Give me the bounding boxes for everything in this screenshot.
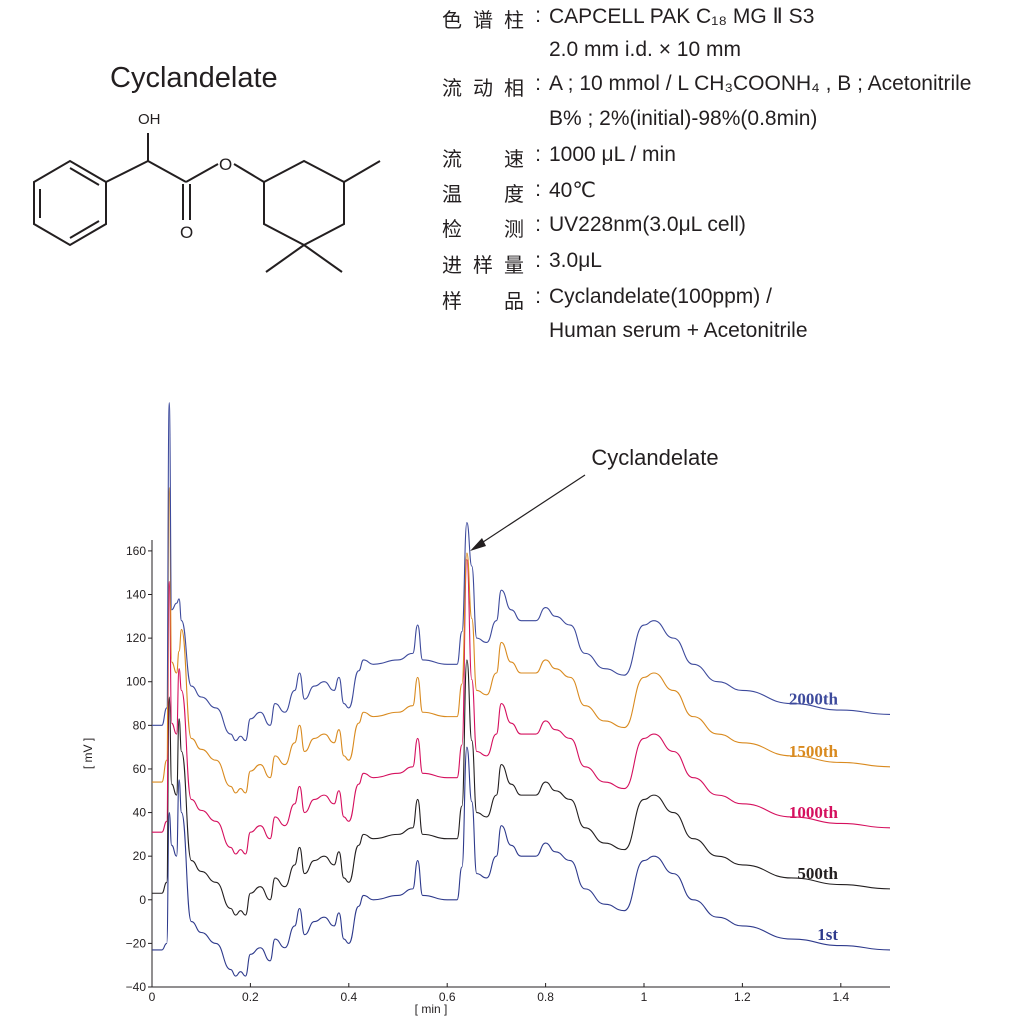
benzene-double-bond: [69, 220, 100, 239]
y-tick-label: 20: [133, 849, 147, 863]
y-tick-label: 40: [133, 806, 147, 820]
x-tick-label: 0.8: [537, 990, 554, 1004]
annotation-arrow: [476, 474, 586, 547]
bond-ester: [233, 163, 265, 183]
cyclandelate-structure: OH O O: [33, 111, 381, 273]
condition-label: 流速: [442, 147, 524, 171]
colon: :: [535, 143, 541, 166]
traces: [151, 402, 891, 977]
benzene-ring: [33, 159, 107, 247]
condition-label: 检测: [442, 217, 524, 241]
condition-value: 1000 μL / min: [549, 143, 676, 166]
colon: :: [535, 249, 541, 272]
axes: −40 −20 0 20 40 60 80 100 120 140 160 0 0.2 0.4 0.6 0.8…: [81, 540, 890, 1016]
y-tick-label: 100: [126, 675, 146, 689]
condition-label: 样品: [442, 289, 524, 313]
condition-value: Cyclandelate(100ppm) /: [549, 285, 772, 308]
compound-name: Cyclandelate: [110, 62, 278, 94]
condition-label: 温度: [442, 182, 524, 206]
methyl-bond: [343, 160, 381, 183]
colon: :: [535, 285, 541, 308]
series-label-500th: 500th: [797, 864, 838, 883]
methyl-bond: [265, 244, 305, 273]
y-tick-label: −40: [126, 980, 147, 994]
benzene-double-bond: [69, 167, 100, 186]
colon: :: [535, 213, 541, 236]
condition-value: A ; 10 mmol / L CH₃COONH₄ , B ; Acetonit…: [549, 72, 972, 95]
condition-value: 2.0 mm i.d. × 10 mm: [549, 38, 741, 61]
chromatogram-chart: −40 −20 0 20 40 60 80 100 120 140 160 0 0.2 0.4 0.6 0.8…: [81, 402, 891, 1016]
y-tick-label: 160: [126, 544, 146, 558]
condition-value: 40℃: [549, 179, 596, 202]
bond: [105, 160, 149, 183]
colon: :: [535, 72, 541, 95]
series-label-1500th: 1500th: [789, 742, 839, 761]
series-line-1000th: [151, 559, 891, 855]
x-tick-label: 0.2: [242, 990, 259, 1004]
y-tick-label: 80: [133, 718, 147, 732]
condition-label: 色谱柱: [442, 8, 524, 32]
series-line-500th: [152, 659, 891, 916]
condition-value: Human serum + Acetonitrile: [549, 319, 808, 342]
annotation-label: Cyclandelate: [591, 445, 718, 470]
condition-value: UV228nm(3.0μL cell): [549, 213, 746, 236]
bond-ester: [185, 163, 219, 183]
series-label-1st: 1st: [817, 925, 838, 944]
series-line-1500th: [152, 487, 891, 794]
x-tick-label: 0: [149, 990, 156, 1004]
y-axis-title: [ mV ]: [81, 738, 95, 769]
carbonyl-oxygen-label: O: [180, 223, 193, 242]
hydroxyl-label: OH: [138, 111, 161, 128]
y-tick-label: 140: [126, 588, 146, 602]
condition-value: B% ; 2%(initial)-98%(0.8min): [549, 107, 818, 130]
series-label-1000th: 1000th: [789, 803, 839, 822]
y-tick-label: −20: [126, 936, 147, 950]
y-tick-label: 120: [126, 631, 146, 645]
x-tick-label: 1: [641, 990, 648, 1004]
y-tick-label: 0: [139, 893, 146, 907]
methyl-bond: [303, 244, 343, 273]
annotation: Cyclandelate: [470, 445, 719, 551]
series-line-2000th: [152, 402, 891, 742]
series-label-2000th: 2000th: [789, 689, 839, 708]
legend: 1st 500th 1000th 1500th 2000th: [789, 689, 839, 943]
colon: :: [535, 178, 541, 201]
series-line-1st: [152, 746, 891, 977]
condition-label: 进样量: [442, 253, 524, 277]
x-tick-label: 1.2: [734, 990, 751, 1004]
condition-label: 流动相: [442, 76, 524, 100]
ester-oxygen-label: O: [219, 155, 232, 174]
colon: :: [535, 4, 541, 27]
condition-value: 3.0μL: [549, 249, 602, 272]
x-tick-label: 1.4: [832, 990, 849, 1004]
condition-value: CAPCELL PAK C₁₈ MG Ⅱ S3: [549, 5, 815, 28]
x-tick-label: 0.4: [340, 990, 357, 1004]
bond: [147, 160, 187, 183]
cyclohexane-ring: [263, 159, 345, 247]
y-tick-label: 60: [133, 762, 147, 776]
annotation-arrow-head: [470, 538, 486, 551]
x-axis-title: [ min ]: [415, 1002, 448, 1016]
x-tick-label: 0.6: [439, 990, 456, 1004]
